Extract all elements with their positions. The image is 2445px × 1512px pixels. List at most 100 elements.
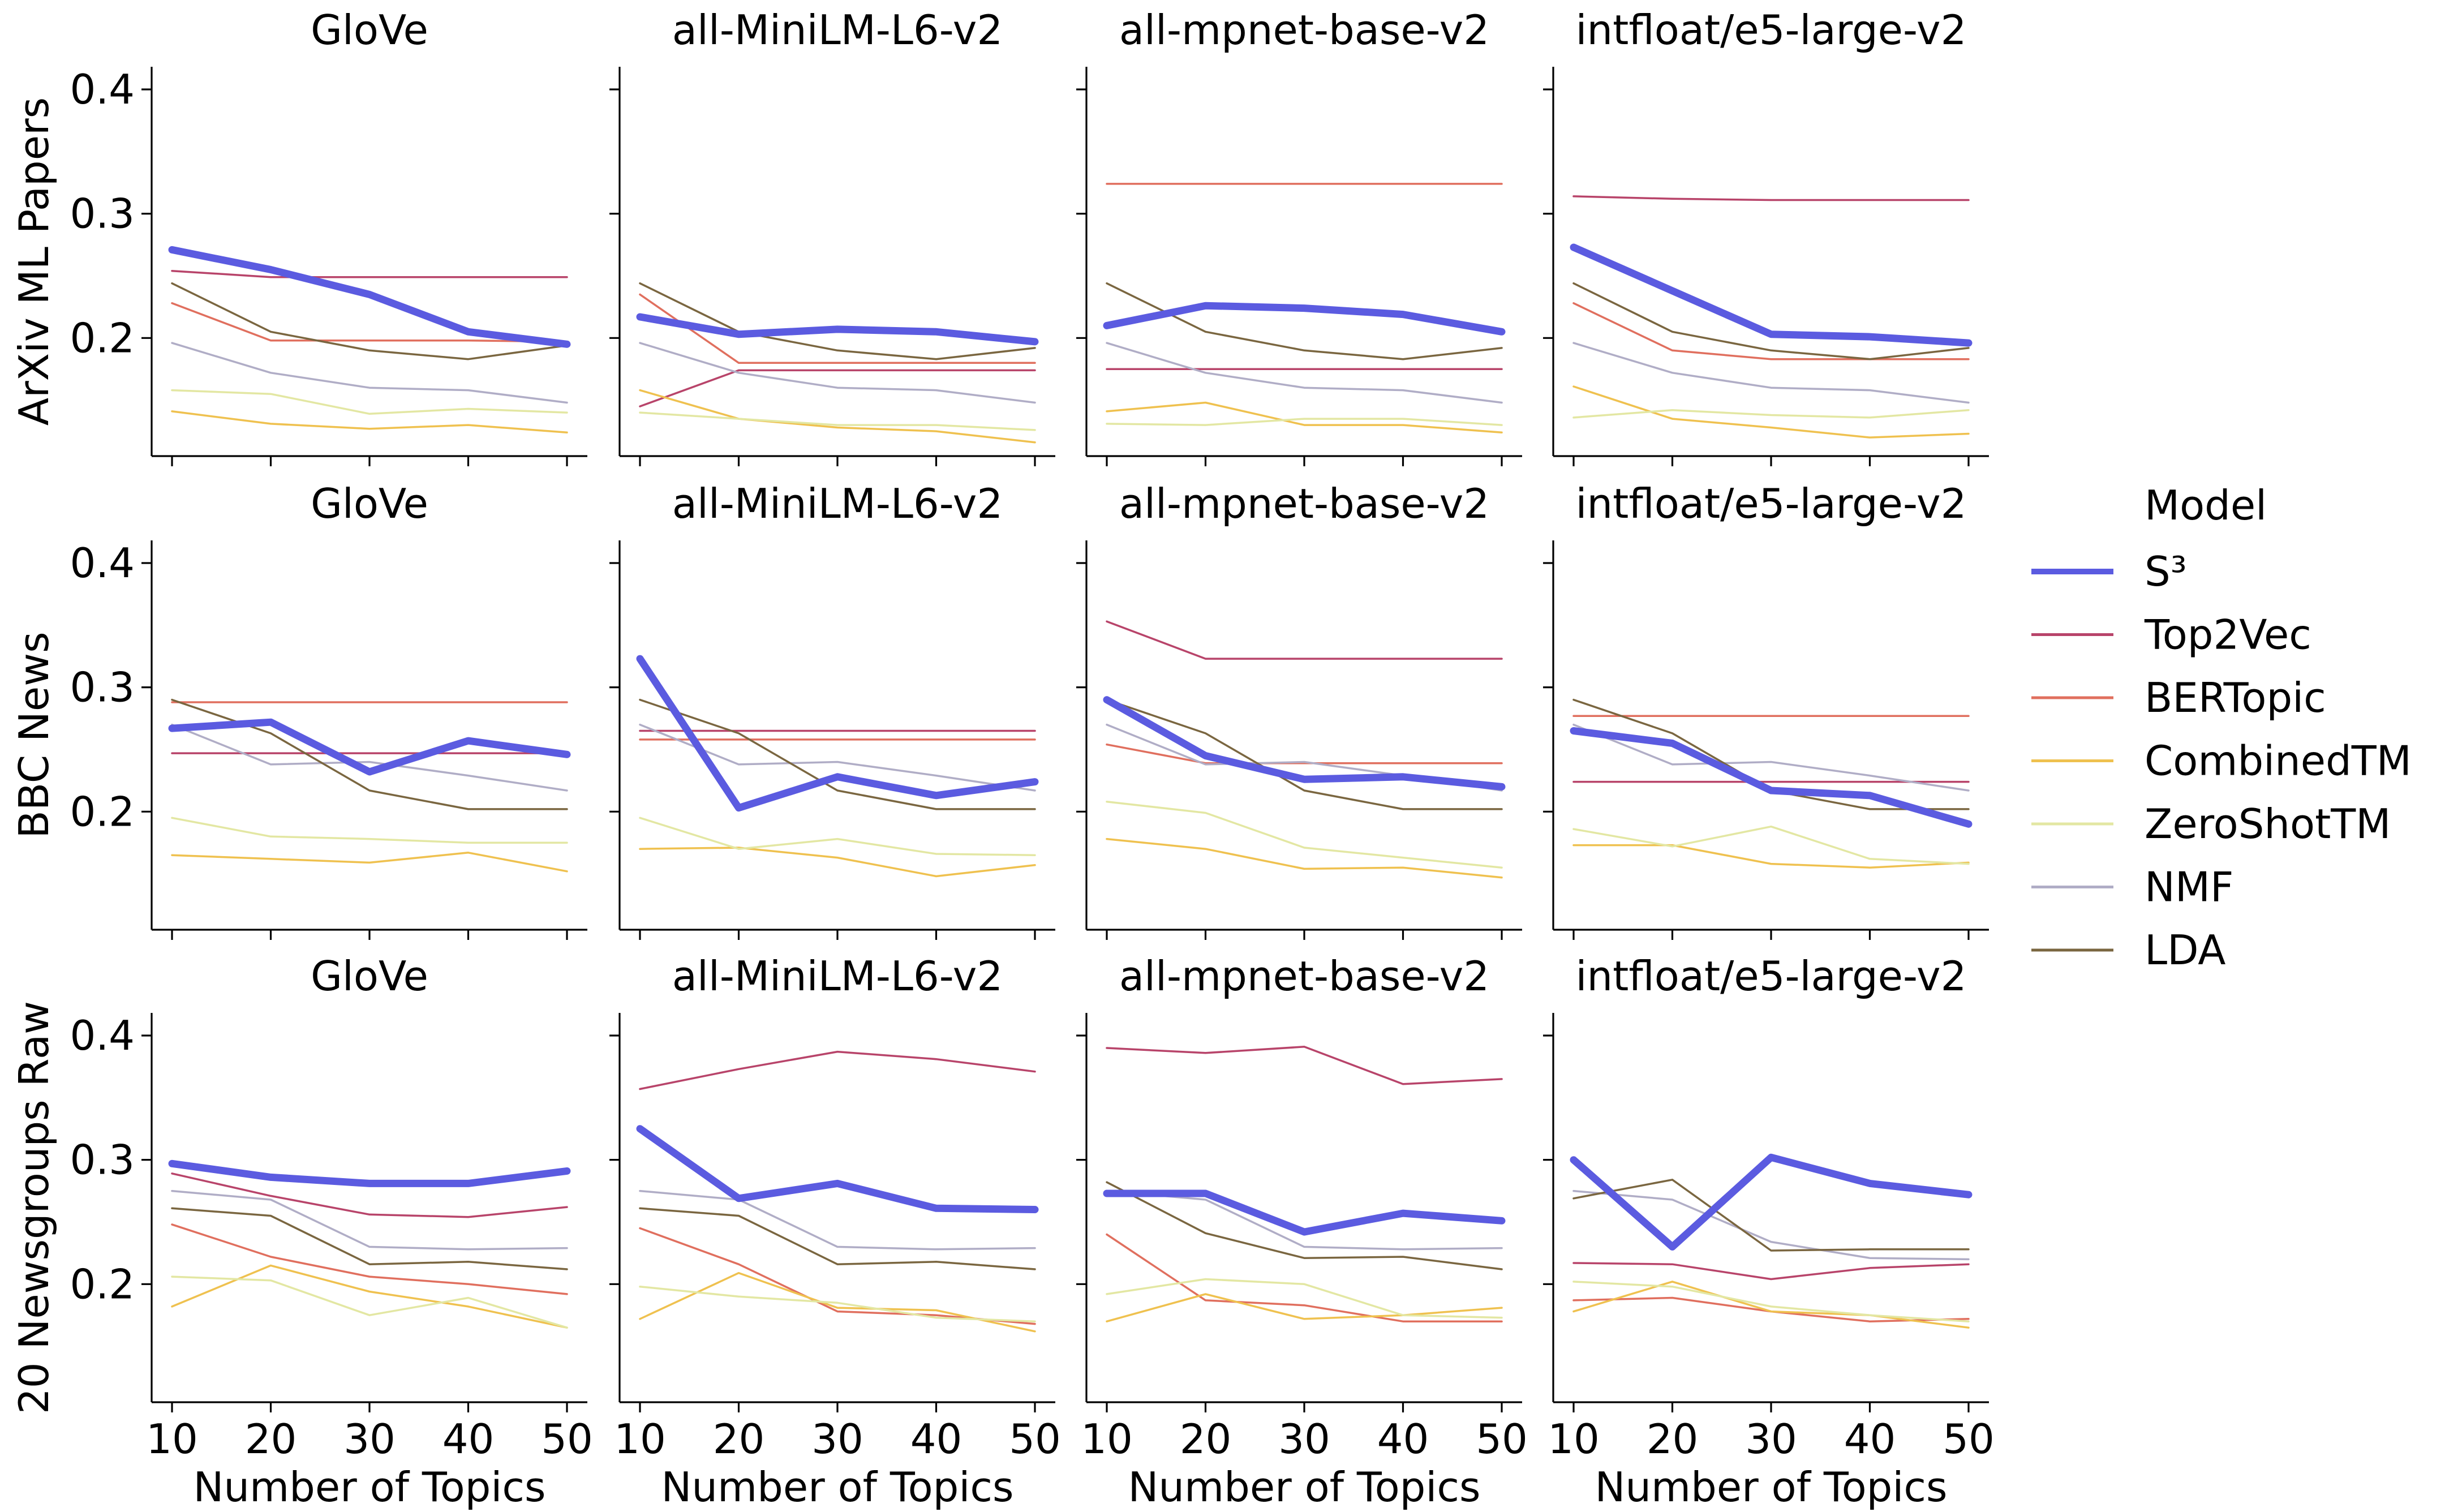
series-line-lda — [639, 282, 1036, 360]
series-line-nmf — [1572, 342, 1970, 404]
series-line-zeroshottm — [1106, 800, 1503, 869]
panel-title: all-MiniLM-L6-v2 — [672, 6, 1003, 54]
panel-title: all-mpnet-base-v2 — [1119, 6, 1489, 54]
series-line-combinedtm — [1572, 1281, 1970, 1329]
series-line-zeroshottm — [1572, 409, 1970, 419]
series-line-combinedtm — [171, 1264, 568, 1329]
legend-label: BERTopic — [2145, 674, 2326, 721]
series-line-combinedtm — [639, 389, 1036, 444]
series-line-s3 — [1570, 1153, 1973, 1251]
series-line-lda — [1106, 1181, 1503, 1270]
series-line-zeroshottm — [171, 817, 568, 844]
panel-0-2: all-mpnet-base-v2 — [1076, 6, 1522, 466]
series-line-s3 — [168, 718, 571, 776]
panel-1-2: all-mpnet-base-v2 — [1076, 480, 1522, 940]
panel-title: all-mpnet-base-v2 — [1119, 952, 1489, 1000]
x-tick-label: 50 — [541, 1415, 593, 1463]
series-line-combinedtm — [1106, 837, 1503, 879]
panel-1-3: intfloat/e5-large-v2 — [1543, 480, 1989, 940]
x-tick-label: 10 — [146, 1415, 198, 1463]
panel-title: intfloat/e5-large-v2 — [1576, 480, 1967, 527]
series-line-nmf — [639, 723, 1036, 792]
series-line-zeroshottm — [639, 817, 1036, 856]
series-line-nmf — [639, 1189, 1036, 1251]
y-tick-label: 0.3 — [70, 190, 135, 238]
series-line-top2vec — [1106, 620, 1503, 660]
series-line-lda — [1572, 282, 1970, 360]
panel-0-1: all-MiniLM-L6-v2 — [609, 6, 1055, 466]
series-line-bertopic — [1106, 743, 1503, 764]
series-line-nmf — [171, 723, 568, 792]
series-line-top2vec — [171, 1172, 568, 1218]
series-line-s3 — [1103, 1189, 1506, 1236]
legend-label: LDA — [2145, 926, 2226, 974]
series-line-lda — [171, 282, 568, 360]
series-line-nmf — [1106, 1189, 1503, 1251]
series-line-combinedtm — [171, 852, 568, 873]
series-line-s3 — [1570, 727, 1973, 828]
series-line-top2vec — [1106, 1046, 1503, 1085]
panel-title: all-MiniLM-L6-v2 — [672, 952, 1003, 1000]
series-line-nmf — [1106, 342, 1503, 404]
x-tick-label: 30 — [811, 1415, 863, 1463]
series-line-zeroshottm — [1572, 825, 1970, 865]
legend-item-top2vec: Top2Vec — [2031, 611, 2311, 659]
y-axis-label: ArXiv ML Papers — [10, 97, 58, 426]
series-line-s3 — [1570, 243, 1973, 347]
series-line-s3 — [1103, 696, 1506, 791]
series-line-bertopic — [171, 302, 568, 343]
series-line-s3 — [168, 1159, 571, 1187]
legend-label: S³ — [2145, 548, 2187, 595]
panel-title: intfloat/e5-large-v2 — [1576, 6, 1967, 54]
x-tick-label: 50 — [1476, 1415, 1528, 1463]
x-tick-label: 20 — [1647, 1415, 1699, 1463]
series-line-combinedtm — [1106, 401, 1503, 434]
legend-label: Top2Vec — [2144, 611, 2311, 659]
legend: Model S³ Top2Vec BERTopic CombinedTM ZeroShot… — [2031, 482, 2412, 974]
x-tick-label: 50 — [1943, 1415, 1995, 1463]
panel-1-1: all-MiniLM-L6-v2 — [609, 480, 1055, 940]
x-tick-label: 30 — [1745, 1415, 1797, 1463]
x-tick-label: 40 — [910, 1415, 962, 1463]
legend-label: CombinedTM — [2145, 737, 2412, 785]
x-tick-label: 40 — [1377, 1415, 1429, 1463]
x-axis-label: Number of Topics — [661, 1463, 1013, 1511]
x-tick-label: 50 — [1009, 1415, 1061, 1463]
x-axis-label: Number of Topics — [1595, 1463, 1947, 1511]
x-tick-label: 30 — [343, 1415, 396, 1463]
y-axis-label: BBC News — [10, 632, 58, 838]
series-line-bertopic — [639, 293, 1036, 364]
series-line-s3 — [636, 1125, 1039, 1213]
legend-item-combinedtm: CombinedTM — [2031, 737, 2412, 785]
y-tick-label: 0.2 — [70, 788, 135, 835]
series-line-top2vec — [639, 1050, 1036, 1090]
series-line-zeroshottm — [1106, 1278, 1503, 1319]
y-tick-label: 0.3 — [70, 1136, 135, 1184]
legend-label: ZeroShotTM — [2145, 800, 2391, 848]
x-axis-label: Number of Topics — [193, 1463, 545, 1511]
series-line-combinedtm — [639, 847, 1036, 878]
series-line-combinedtm — [171, 410, 568, 434]
x-tick-label: 20 — [245, 1415, 297, 1463]
series-line-top2vec — [1572, 1262, 1970, 1281]
panel-0-0: GloVe 0.2 0.3 0.4 ArXiv ML Papers — [10, 6, 587, 466]
legend-item-bertopic: BERTopic — [2031, 674, 2326, 721]
series-line-bertopic — [1572, 302, 1970, 360]
series-line-s3 — [636, 313, 1039, 346]
y-tick-label: 0.2 — [70, 1260, 135, 1308]
x-tick-label: 10 — [1081, 1415, 1133, 1463]
series-line-lda — [639, 1207, 1036, 1270]
series-line-lda — [1572, 1179, 1970, 1252]
y-tick-label: 0.4 — [70, 1012, 135, 1059]
series-line-bertopic — [171, 1223, 568, 1295]
legend-item-zeroshottm: ZeroShotTM — [2031, 800, 2391, 848]
x-tick-label: 10 — [614, 1415, 666, 1463]
series-line-lda — [1106, 698, 1503, 810]
panel-title: intfloat/e5-large-v2 — [1576, 952, 1967, 1000]
series-line-nmf — [1572, 1189, 1970, 1261]
series-line-combinedtm — [639, 1272, 1036, 1333]
series-line-zeroshottm — [1572, 1281, 1970, 1322]
